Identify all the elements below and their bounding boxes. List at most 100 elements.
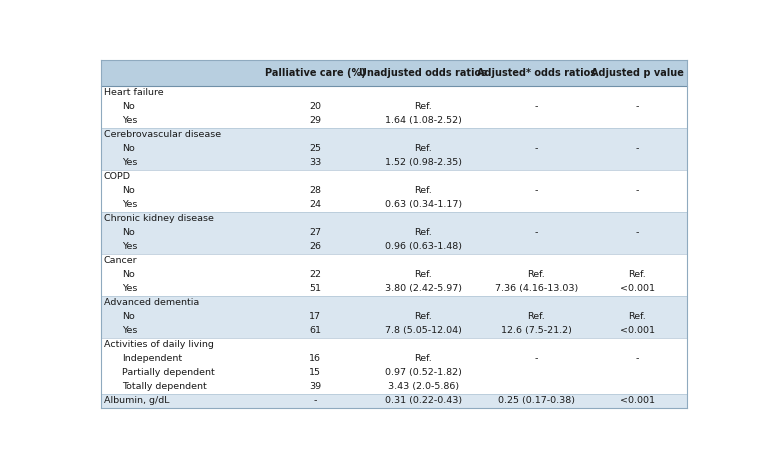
Bar <box>101 324 687 338</box>
Text: 51: 51 <box>309 284 321 293</box>
Bar <box>101 60 687 86</box>
Text: 61: 61 <box>309 326 321 335</box>
Text: -: - <box>534 228 538 237</box>
Bar <box>101 296 687 310</box>
Text: -: - <box>636 144 639 153</box>
Bar <box>101 282 687 296</box>
Text: 0.97 (0.52-1.82): 0.97 (0.52-1.82) <box>385 368 462 377</box>
Text: 33: 33 <box>309 158 321 167</box>
Text: Ref.: Ref. <box>528 270 545 279</box>
Text: 3.43 (2.0-5.86): 3.43 (2.0-5.86) <box>388 382 459 391</box>
Text: Adjusted* odds ratios: Adjusted* odds ratios <box>477 68 596 78</box>
Text: No: No <box>122 312 135 321</box>
Text: -: - <box>636 228 639 237</box>
Text: Cancer: Cancer <box>104 256 138 265</box>
Text: Totally dependent: Totally dependent <box>122 382 207 391</box>
Text: Activities of daily living: Activities of daily living <box>104 340 214 349</box>
Text: -: - <box>534 186 538 195</box>
Text: 0.31 (0.22-0.43): 0.31 (0.22-0.43) <box>384 396 462 405</box>
Text: 20: 20 <box>309 102 321 111</box>
Text: Ref.: Ref. <box>628 270 647 279</box>
Text: 1.64 (1.08-2.52): 1.64 (1.08-2.52) <box>385 116 462 125</box>
Bar <box>101 225 687 240</box>
Bar <box>101 100 687 113</box>
Text: Ref.: Ref. <box>414 312 432 321</box>
Text: Ref.: Ref. <box>628 312 647 321</box>
Text: Ref.: Ref. <box>528 312 545 321</box>
Text: <0.001: <0.001 <box>620 396 655 405</box>
Text: Unadjusted odds ratios: Unadjusted odds ratios <box>359 68 488 78</box>
Bar <box>101 352 687 366</box>
Bar <box>101 142 687 156</box>
Text: 22: 22 <box>309 270 321 279</box>
Text: No: No <box>122 228 135 237</box>
Text: Ref.: Ref. <box>414 270 432 279</box>
Bar <box>101 156 687 169</box>
Bar <box>101 366 687 380</box>
Text: 15: 15 <box>309 368 321 377</box>
Text: 16: 16 <box>309 354 321 363</box>
Text: 29: 29 <box>309 116 321 125</box>
Text: No: No <box>122 186 135 195</box>
Text: -: - <box>313 396 317 405</box>
Text: No: No <box>122 144 135 153</box>
Text: 24: 24 <box>309 200 321 209</box>
Text: Adjusted p value: Adjusted p value <box>591 68 684 78</box>
Text: -: - <box>534 144 538 153</box>
Text: -: - <box>534 354 538 363</box>
Text: <0.001: <0.001 <box>620 284 655 293</box>
Text: 12.6 (7.5-21.2): 12.6 (7.5-21.2) <box>501 326 572 335</box>
Text: No: No <box>122 102 135 111</box>
Text: Ref.: Ref. <box>414 144 432 153</box>
Text: 25: 25 <box>309 144 321 153</box>
Text: Yes: Yes <box>122 242 137 251</box>
Text: Yes: Yes <box>122 200 137 209</box>
Text: -: - <box>636 102 639 111</box>
Text: <0.001: <0.001 <box>620 326 655 335</box>
Text: -: - <box>636 186 639 195</box>
Text: 26: 26 <box>309 242 321 251</box>
Text: Albumin, g/dL: Albumin, g/dL <box>104 396 169 405</box>
Text: 0.96 (0.63-1.48): 0.96 (0.63-1.48) <box>385 242 462 251</box>
Text: 7.8 (5.05-12.04): 7.8 (5.05-12.04) <box>385 326 462 335</box>
Bar <box>101 240 687 254</box>
Text: 28: 28 <box>309 186 321 195</box>
Bar <box>101 169 687 184</box>
Text: -: - <box>636 354 639 363</box>
Text: 0.25 (0.17-0.38): 0.25 (0.17-0.38) <box>498 396 574 405</box>
Text: Ref.: Ref. <box>414 102 432 111</box>
Bar <box>101 127 687 142</box>
Bar <box>101 310 687 324</box>
Text: Ref.: Ref. <box>414 228 432 237</box>
Text: 17: 17 <box>309 312 321 321</box>
Bar <box>101 254 687 268</box>
Bar <box>101 198 687 212</box>
Bar <box>101 184 687 198</box>
Text: Yes: Yes <box>122 158 137 167</box>
Bar <box>101 338 687 352</box>
Text: Partially dependent: Partially dependent <box>122 368 215 377</box>
Text: Yes: Yes <box>122 116 137 125</box>
Text: 39: 39 <box>309 382 321 391</box>
Text: -: - <box>534 102 538 111</box>
Bar <box>101 212 687 225</box>
Text: Advanced dementia: Advanced dementia <box>104 298 199 307</box>
Text: Ref.: Ref. <box>414 186 432 195</box>
Bar <box>101 394 687 408</box>
Text: 1.52 (0.98-2.35): 1.52 (0.98-2.35) <box>385 158 462 167</box>
Text: 3.80 (2.42-5.97): 3.80 (2.42-5.97) <box>385 284 462 293</box>
Text: 7.36 (4.16-13.03): 7.36 (4.16-13.03) <box>494 284 578 293</box>
Text: Yes: Yes <box>122 284 137 293</box>
Bar <box>101 380 687 394</box>
Text: No: No <box>122 270 135 279</box>
Text: Ref.: Ref. <box>414 354 432 363</box>
Text: Palliative care (%): Palliative care (%) <box>265 68 365 78</box>
Text: 27: 27 <box>309 228 321 237</box>
Bar <box>101 113 687 127</box>
Bar <box>101 86 687 100</box>
Text: Yes: Yes <box>122 326 137 335</box>
Text: Cerebrovascular disease: Cerebrovascular disease <box>104 130 221 139</box>
Text: Independent: Independent <box>122 354 182 363</box>
Text: 0.63 (0.34-1.17): 0.63 (0.34-1.17) <box>384 200 462 209</box>
Text: Heart failure: Heart failure <box>104 88 164 97</box>
